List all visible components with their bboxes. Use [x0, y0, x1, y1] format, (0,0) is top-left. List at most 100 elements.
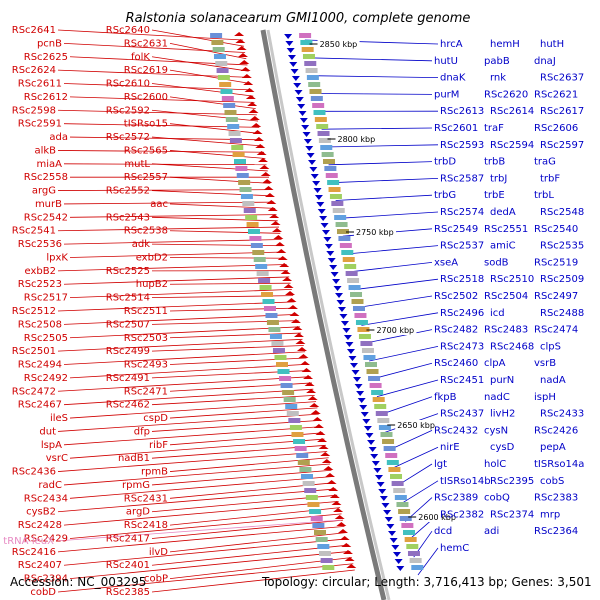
gene-label[interactable]: RSc2606: [534, 123, 578, 134]
gene-label[interactable]: RSc2432: [434, 425, 478, 436]
gene-label[interactable]: icd: [490, 308, 505, 319]
gene-label[interactable]: RSc2611: [18, 79, 62, 90]
gene-label[interactable]: cobQ: [484, 493, 510, 504]
gene-label[interactable]: nadA: [540, 375, 566, 386]
gene-label[interactable]: trbD: [434, 157, 456, 168]
gene-label[interactable]: hemH: [490, 39, 520, 50]
gene-label[interactable]: RSc2496: [440, 308, 484, 319]
gene-label[interactable]: RSc2418: [124, 520, 168, 531]
gene-label[interactable]: mutL: [124, 159, 150, 170]
gene-label[interactable]: vsrC: [46, 453, 68, 464]
gene-label[interactable]: trbG: [434, 190, 456, 201]
gene-label[interactable]: RSc2492: [24, 373, 68, 384]
gene-label[interactable]: RSc2624: [12, 65, 56, 76]
gene-label[interactable]: murB: [35, 199, 62, 210]
gene-label[interactable]: clpS: [540, 341, 561, 352]
gene-label[interactable]: fkpB: [434, 392, 457, 403]
gene-label[interactable]: RSc2488: [540, 308, 584, 319]
gene-label[interactable]: RSc2640: [106, 25, 150, 36]
gene-label[interactable]: RSc2472: [12, 386, 56, 397]
gene-label[interactable]: RSc2617: [540, 106, 584, 117]
gene-label[interactable]: RSc2451: [440, 375, 484, 386]
gene-label[interactable]: RSc2543: [106, 212, 150, 223]
gene-label[interactable]: exbB2: [25, 266, 56, 277]
gene-label[interactable]: RSc2385: [106, 587, 150, 598]
gene-label[interactable]: RSc2433: [540, 409, 584, 420]
gene-label[interactable]: hupB2: [136, 279, 168, 290]
gene-label[interactable]: RSc2537: [440, 241, 484, 252]
gene-label[interactable]: RSc2504: [484, 291, 528, 302]
gene-label[interactable]: amiC: [490, 241, 516, 252]
gene-label[interactable]: RSc2625: [24, 52, 68, 63]
gene-label[interactable]: RSc2428: [18, 520, 62, 531]
gene-label[interactable]: purN: [490, 375, 514, 386]
gene-label[interactable]: RSc2494: [18, 360, 62, 371]
gene-label[interactable]: rnk: [490, 73, 506, 84]
gene-label[interactable]: radC: [38, 480, 62, 491]
gene-label[interactable]: RSc2482: [434, 325, 478, 336]
gene-label[interactable]: RSc2551: [484, 224, 528, 235]
gene-label[interactable]: RSc2614: [490, 106, 534, 117]
gene-label[interactable]: purM: [434, 89, 459, 100]
gene-label[interactable]: RSc2364: [534, 526, 578, 537]
gene-label[interactable]: lpxK: [46, 252, 68, 263]
gene-label[interactable]: RSc2471: [124, 386, 168, 397]
gene-label[interactable]: RSc2548: [540, 207, 584, 218]
gene-label[interactable]: aac: [150, 199, 168, 210]
gene-label[interactable]: adi: [484, 526, 499, 537]
gene-label[interactable]: RSc2610: [106, 79, 150, 90]
gene-label[interactable]: ispH: [534, 392, 556, 403]
gene-label[interactable]: RSc2540: [534, 224, 578, 235]
rna-label[interactable]: tRNA-leuX: [3, 536, 54, 547]
gene-label[interactable]: RSc2382: [440, 509, 484, 520]
gene-label[interactable]: adk: [132, 239, 150, 250]
gene-label[interactable]: tISRso14a: [534, 459, 584, 470]
gene-label[interactable]: RSc2509: [540, 274, 584, 285]
gene-label[interactable]: RSc2417: [106, 533, 150, 544]
gene-label[interactable]: RSc2552: [106, 186, 150, 197]
gene-label[interactable]: cysN: [484, 425, 508, 436]
gene-label[interactable]: RSc2508: [18, 319, 62, 330]
gene-label[interactable]: hrcA: [440, 39, 463, 50]
gene-label[interactable]: traG: [534, 157, 556, 168]
gene-label[interactable]: folK: [131, 52, 150, 63]
gene-label[interactable]: clpA: [484, 358, 506, 369]
gene-label[interactable]: RSc2401: [106, 560, 150, 571]
gene-label[interactable]: RSc2512: [12, 306, 56, 317]
gene-label[interactable]: RSc2619: [124, 65, 168, 76]
gene-label[interactable]: exbD2: [136, 252, 168, 263]
gene-label[interactable]: cobP: [144, 574, 168, 585]
gene-label[interactable]: dnaJ: [534, 56, 556, 67]
gene-label[interactable]: RSc2565: [124, 145, 168, 156]
gene-label[interactable]: RSc2536: [18, 239, 62, 250]
gene-label[interactable]: RSc2637: [540, 73, 584, 84]
gene-label[interactable]: RSc2502: [434, 291, 478, 302]
gene-label[interactable]: RSc2612: [24, 92, 68, 103]
gene-label[interactable]: RSc2462: [106, 400, 150, 411]
gene-label[interactable]: RSc2436: [12, 467, 56, 478]
gene-label[interactable]: RSc2394: [24, 574, 68, 585]
gene-label[interactable]: RSc2621: [534, 89, 578, 100]
gene-label[interactable]: RSc2510: [490, 274, 534, 285]
gene-label[interactable]: RSc2499: [106, 346, 150, 357]
gene-label[interactable]: trbB: [484, 157, 505, 168]
gene-label[interactable]: pepA: [540, 442, 566, 453]
gene-label[interactable]: RSc2416: [12, 547, 56, 558]
gene-label[interactable]: RSc2493: [124, 360, 168, 371]
gene-label[interactable]: RSc2592: [106, 105, 150, 116]
gene-label[interactable]: RSc2389: [434, 493, 478, 504]
gene-label[interactable]: dnaK: [440, 73, 466, 84]
gene-label[interactable]: ilvD: [149, 547, 168, 558]
gene-label[interactable]: RSc2549: [434, 224, 478, 235]
gene-label[interactable]: RSc2598: [12, 105, 56, 116]
gene-label[interactable]: mrp: [540, 509, 560, 520]
gene-label[interactable]: RSc2572: [106, 132, 150, 143]
gene-label[interactable]: RSc2483: [484, 325, 528, 336]
gene-label[interactable]: xseA: [434, 257, 458, 268]
gene-label[interactable]: sodB: [484, 257, 509, 268]
gene-label[interactable]: RSc2541: [12, 226, 56, 237]
gene-label[interactable]: RSc2491: [106, 373, 150, 384]
gene-label[interactable]: alkB: [34, 145, 56, 156]
gene-label[interactable]: RSc2426: [534, 425, 578, 436]
gene-label[interactable]: RSc2542: [24, 212, 68, 223]
